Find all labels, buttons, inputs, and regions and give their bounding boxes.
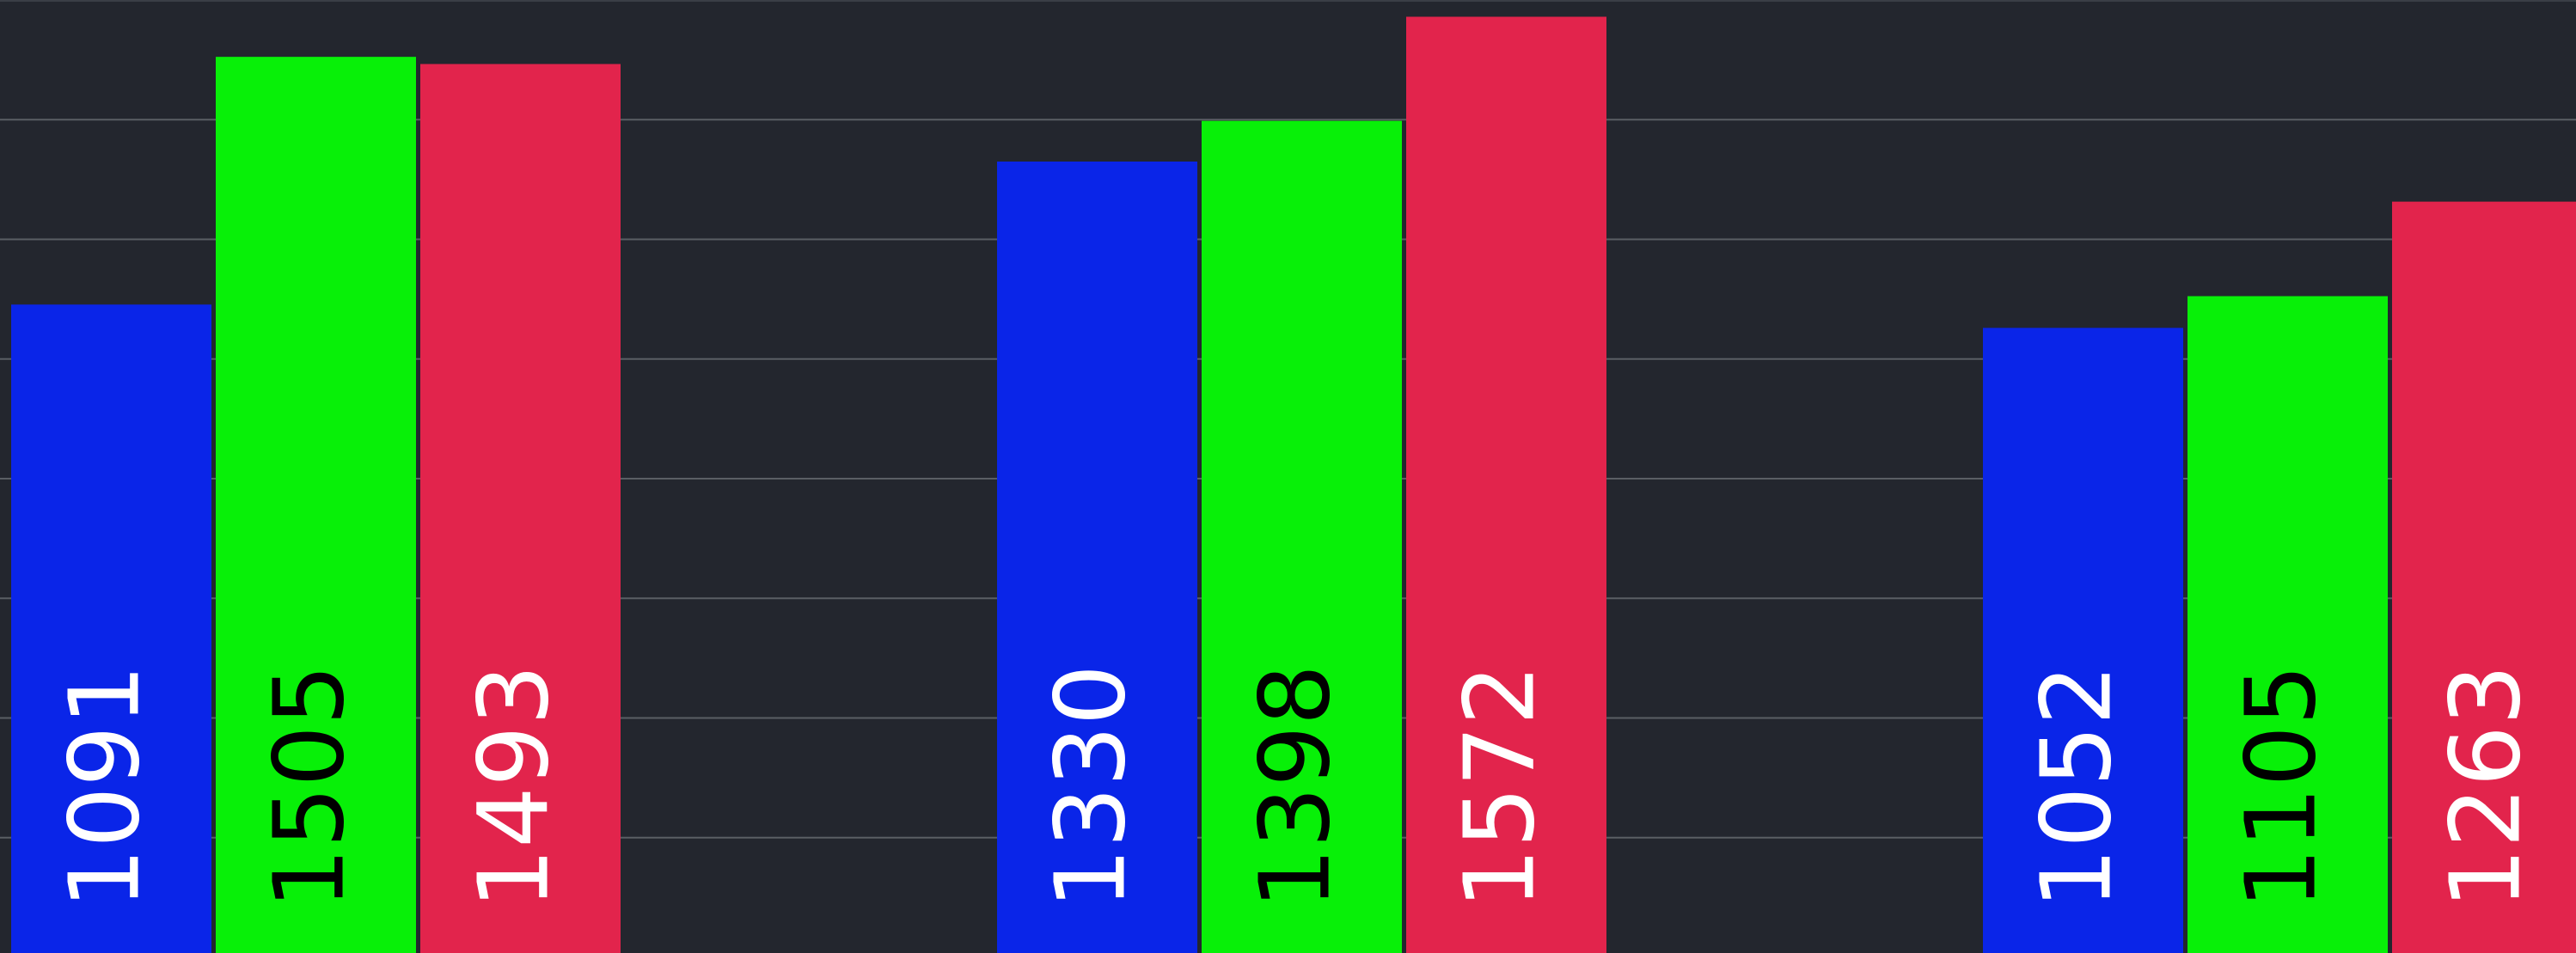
bar bbox=[1202, 120, 1402, 953]
bar bbox=[997, 161, 1197, 953]
bar bbox=[420, 64, 621, 953]
bar-value-label: 1263 bbox=[2430, 664, 2542, 909]
bar-value-label: 1330 bbox=[1035, 664, 1147, 909]
bar-value-label: 1572 bbox=[1444, 664, 1556, 909]
bar bbox=[1983, 327, 2183, 953]
bar-value-label: 1105 bbox=[2225, 664, 2337, 909]
bar bbox=[1406, 16, 1606, 953]
bar-value-label: 1052 bbox=[2021, 664, 2132, 909]
bar-value-label: 1505 bbox=[254, 664, 365, 909]
bar-value-label: 1493 bbox=[458, 664, 570, 909]
bar bbox=[2392, 201, 2576, 953]
bar bbox=[11, 304, 211, 953]
bar-value-label: 1091 bbox=[49, 664, 161, 909]
bar-value-label: 1398 bbox=[1239, 664, 1351, 909]
bar bbox=[2187, 296, 2388, 953]
bar bbox=[216, 57, 416, 953]
